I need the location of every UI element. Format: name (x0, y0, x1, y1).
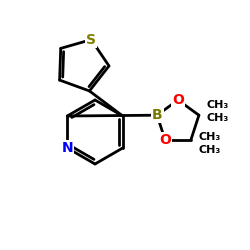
Text: O: O (172, 93, 184, 107)
Text: CH₃: CH₃ (207, 113, 229, 123)
Text: CH₃: CH₃ (199, 132, 221, 142)
Text: CH₃: CH₃ (199, 145, 221, 155)
Text: O: O (159, 133, 171, 147)
Text: B: B (152, 108, 162, 122)
Text: S: S (86, 33, 96, 47)
Text: N: N (62, 141, 73, 155)
Text: CH₃: CH₃ (207, 100, 229, 110)
